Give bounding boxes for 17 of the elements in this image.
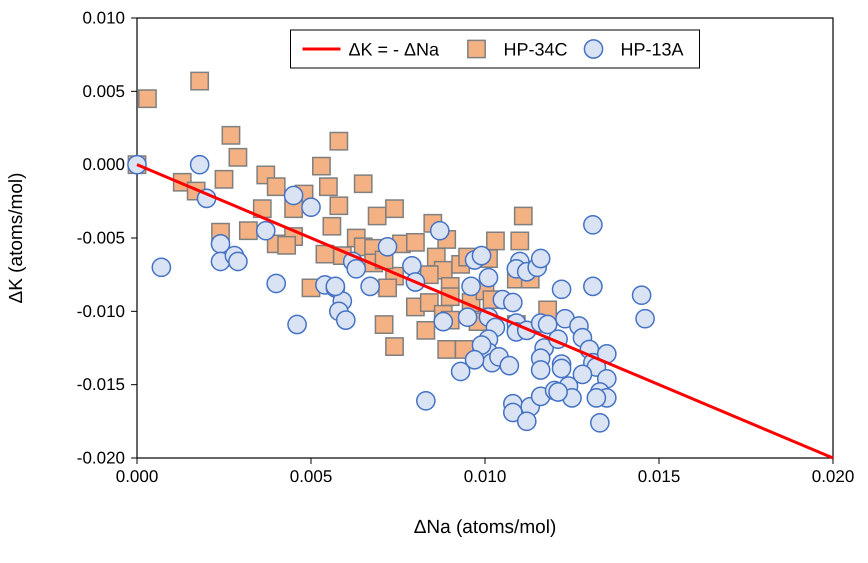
- x-tick-label: 0.000: [116, 467, 158, 486]
- y-tick-label: -0.005: [76, 228, 125, 248]
- y-tick-label: -0.020: [76, 448, 125, 468]
- x-tick-label: 0.005: [290, 467, 332, 486]
- legend-label: HP-13A: [620, 39, 684, 60]
- x-tick-label: 0.010: [464, 467, 506, 486]
- y-tick-label: 0.005: [82, 82, 125, 101]
- y-tick-label: 0.000: [82, 155, 125, 174]
- y-tick-label: -0.015: [76, 375, 125, 394]
- y-axis-title: ΔK (atoms/mol): [6, 172, 27, 304]
- legend-label: ΔK = - ΔNa: [348, 39, 440, 60]
- x-tick-label: 0.015: [638, 467, 680, 486]
- y-tick-label: -0.010: [76, 302, 125, 321]
- legend-label: HP-34C: [504, 39, 568, 60]
- x-tick-label: 0.020: [812, 467, 854, 486]
- y-tick-label: 0.010: [82, 8, 125, 28]
- x-axis-title: ΔNa (atoms/mol): [414, 517, 556, 538]
